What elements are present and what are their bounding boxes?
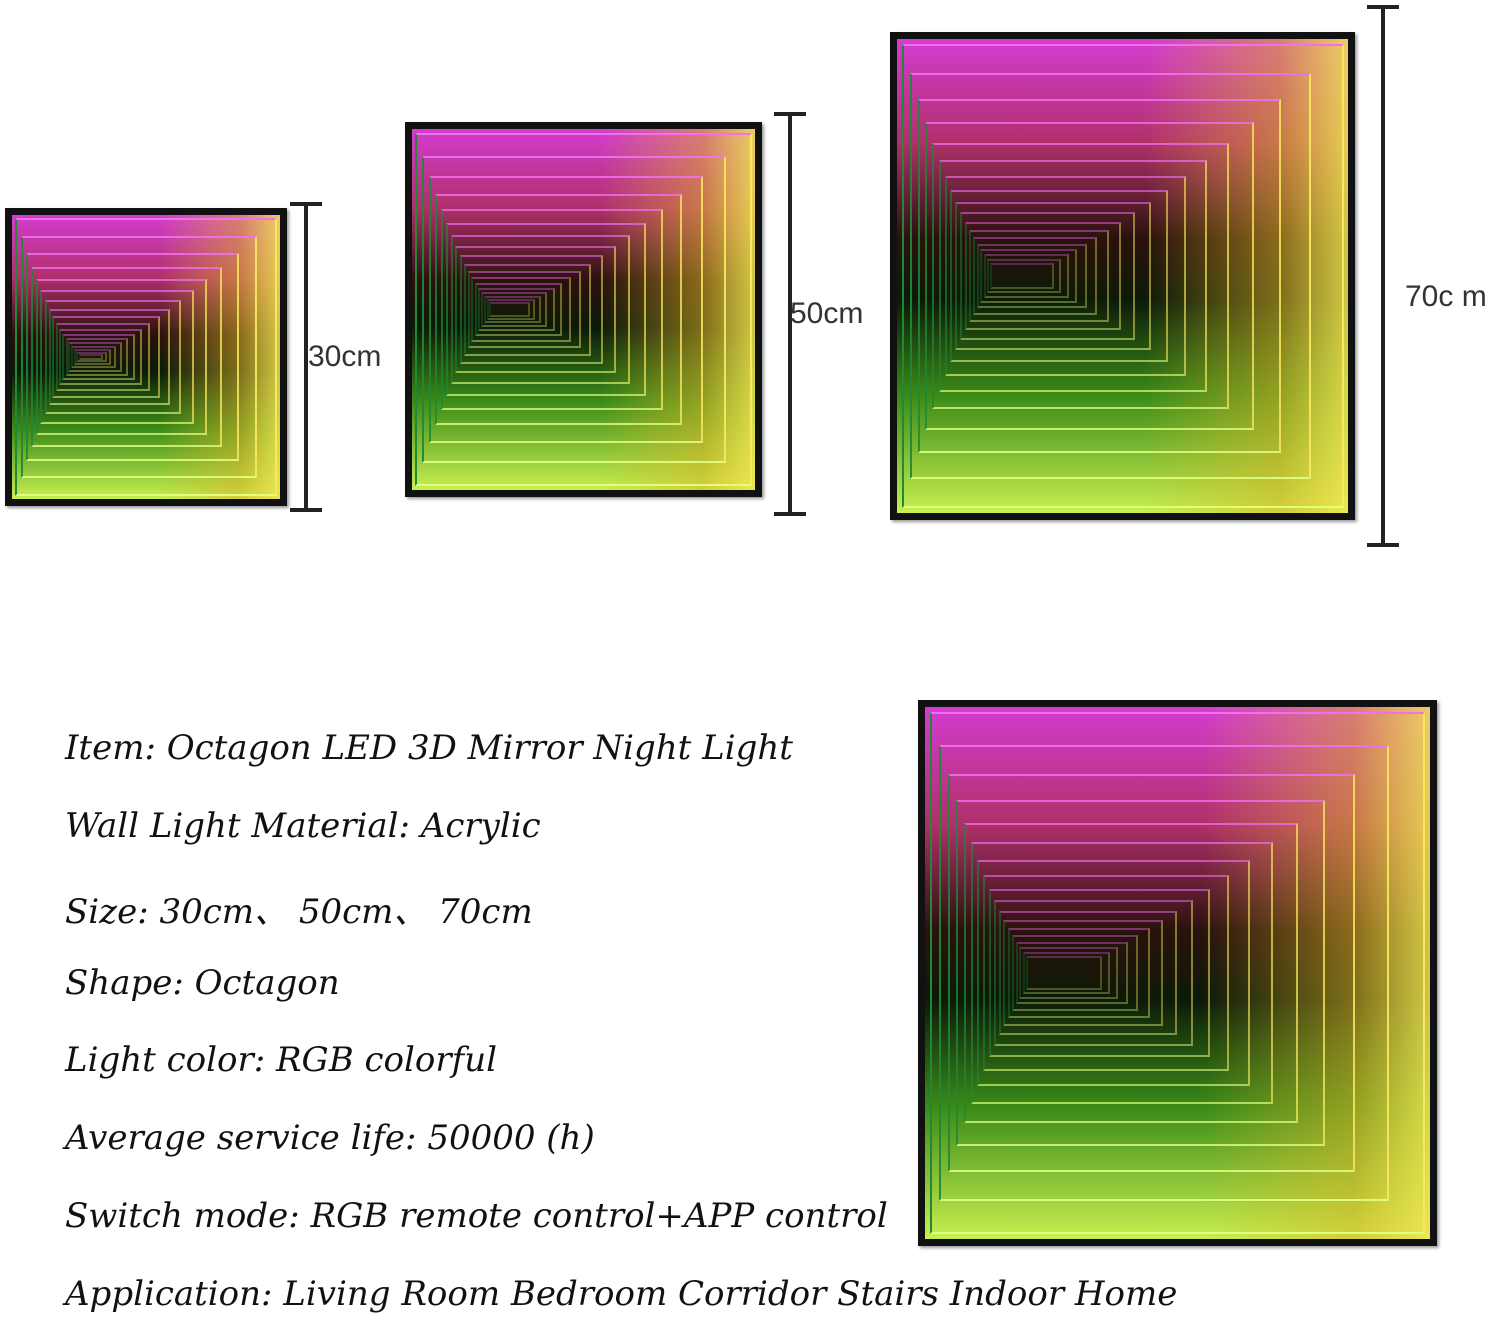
tunnel-reflection (463, 263, 592, 356)
tunnel-reflection (434, 193, 683, 426)
tunnel-reflection (68, 342, 122, 372)
tunnel-reflection (969, 230, 1109, 322)
tunnel-reflection (970, 842, 1273, 1104)
mirror-glow-side (412, 129, 755, 490)
tunnel-reflection (48, 308, 170, 406)
spec-light-color: Light color: RGB colorful (65, 1040, 497, 1080)
dimension-label-70cm: 70c m (1405, 280, 1487, 313)
ruler-30cm (290, 202, 322, 512)
tunnel-reflection (71, 345, 117, 369)
tunnel-reflection (467, 270, 581, 349)
tunnel-reflection (977, 859, 1250, 1087)
tunnel-reflection (964, 221, 1122, 331)
tunnel-reflection (450, 235, 631, 384)
tunnel-reflection (910, 73, 1311, 479)
tunnel-reflection (26, 252, 239, 462)
tunnel-reflection (422, 155, 727, 464)
dimension-label-30cm: 30cm (308, 340, 382, 373)
ruler-70cm (1367, 5, 1399, 547)
spec-shape: Shape: Octagon (65, 963, 340, 1003)
tunnel-reflection (998, 910, 1178, 1036)
tunnel-reflection (960, 212, 1136, 340)
tunnel-reflection (950, 189, 1168, 363)
mirror-50cm (405, 122, 762, 497)
tunnel-reflection (1015, 941, 1128, 1005)
tunnel-reflection (1007, 928, 1151, 1018)
tunnel-reflection (73, 349, 112, 365)
tunnel-reflection (1019, 947, 1119, 999)
mirror-glow-side (897, 39, 1348, 513)
tunnel-reflection (481, 292, 548, 327)
tunnel-reflection (14, 217, 278, 497)
tunnel-reflection (938, 160, 1207, 392)
spec-application: Application: Living Room Bedroom Corrido… (65, 1274, 1178, 1314)
tunnel-reflection (976, 243, 1087, 309)
tunnel-reflection (78, 354, 104, 360)
tunnel-reflection (415, 132, 752, 487)
ruler-50cm (774, 112, 806, 516)
tunnel-reflection (477, 287, 555, 332)
tunnel-reflection (918, 99, 1282, 453)
spec-switch-mode: Switch mode: RGB remote control+APP cont… (65, 1196, 888, 1236)
tunnel-reflection (963, 822, 1298, 1124)
tunnel-reflection (474, 282, 563, 337)
tunnel-reflection (901, 43, 1344, 509)
mirror-detail (918, 700, 1437, 1246)
spec-size: Size: 30cm、 50cm、 70cm (65, 892, 533, 932)
tunnel-reflection (930, 712, 1425, 1234)
tunnel-reflection (20, 236, 258, 478)
tunnel-reflection (455, 245, 617, 374)
spec-service-life: Average service life: 50000 (h) (65, 1118, 595, 1158)
tunnel-reflection (973, 237, 1098, 315)
tunnel-reflection (428, 175, 704, 444)
tunnel-reflection (1011, 935, 1139, 1011)
tunnel-reflection (62, 333, 135, 381)
tunnel-reflection (489, 302, 531, 317)
tunnel-reflection (932, 142, 1230, 410)
tunnel-reflection (40, 290, 194, 424)
tunnel-reflection (1025, 956, 1102, 990)
dimension-label-50cm: 50cm (790, 297, 864, 330)
tunnel-reflection (76, 351, 108, 363)
tunnel-reflection (983, 254, 1069, 298)
tunnel-reflection (459, 255, 604, 364)
tunnel-reflection (35, 279, 208, 435)
tunnel-reflection (1003, 920, 1163, 1026)
tunnel-reflection (483, 295, 542, 324)
tunnel-reflection (925, 122, 1254, 430)
mirror-30cm (5, 208, 287, 506)
tunnel-reflection (939, 745, 1389, 1201)
tunnel-reflection (1022, 952, 1110, 994)
tunnel-reflection (956, 800, 1326, 1146)
tunnel-reflection (65, 338, 128, 376)
tunnel-reflection (471, 277, 572, 342)
tunnel-reflection (948, 774, 1356, 1172)
tunnel-reflection (988, 888, 1210, 1058)
tunnel-reflection (987, 258, 1062, 294)
spec-material: Wall Light Material: Acrylic (65, 806, 541, 846)
tunnel-reflection (55, 322, 151, 392)
mirror-70cm (890, 32, 1355, 520)
tunnel-reflection (440, 209, 664, 410)
tunnel-reflection (31, 266, 223, 448)
tunnel-reflection (944, 175, 1187, 377)
tunnel-reflection (44, 300, 182, 414)
tunnel-reflection (955, 201, 1151, 351)
tunnel-reflection (983, 875, 1229, 1071)
tunnel-reflection (486, 299, 536, 320)
tunnel-reflection (980, 249, 1078, 303)
tunnel-reflection (52, 316, 160, 398)
tunnel-reflection (993, 900, 1193, 1046)
tunnel-reflection (59, 328, 143, 386)
tunnel-reflection (445, 223, 647, 396)
mirror-glow-side (925, 707, 1430, 1239)
tunnel-reflection (990, 262, 1055, 290)
spec-item: Item: Octagon LED 3D Mirror Night Light (65, 728, 793, 768)
